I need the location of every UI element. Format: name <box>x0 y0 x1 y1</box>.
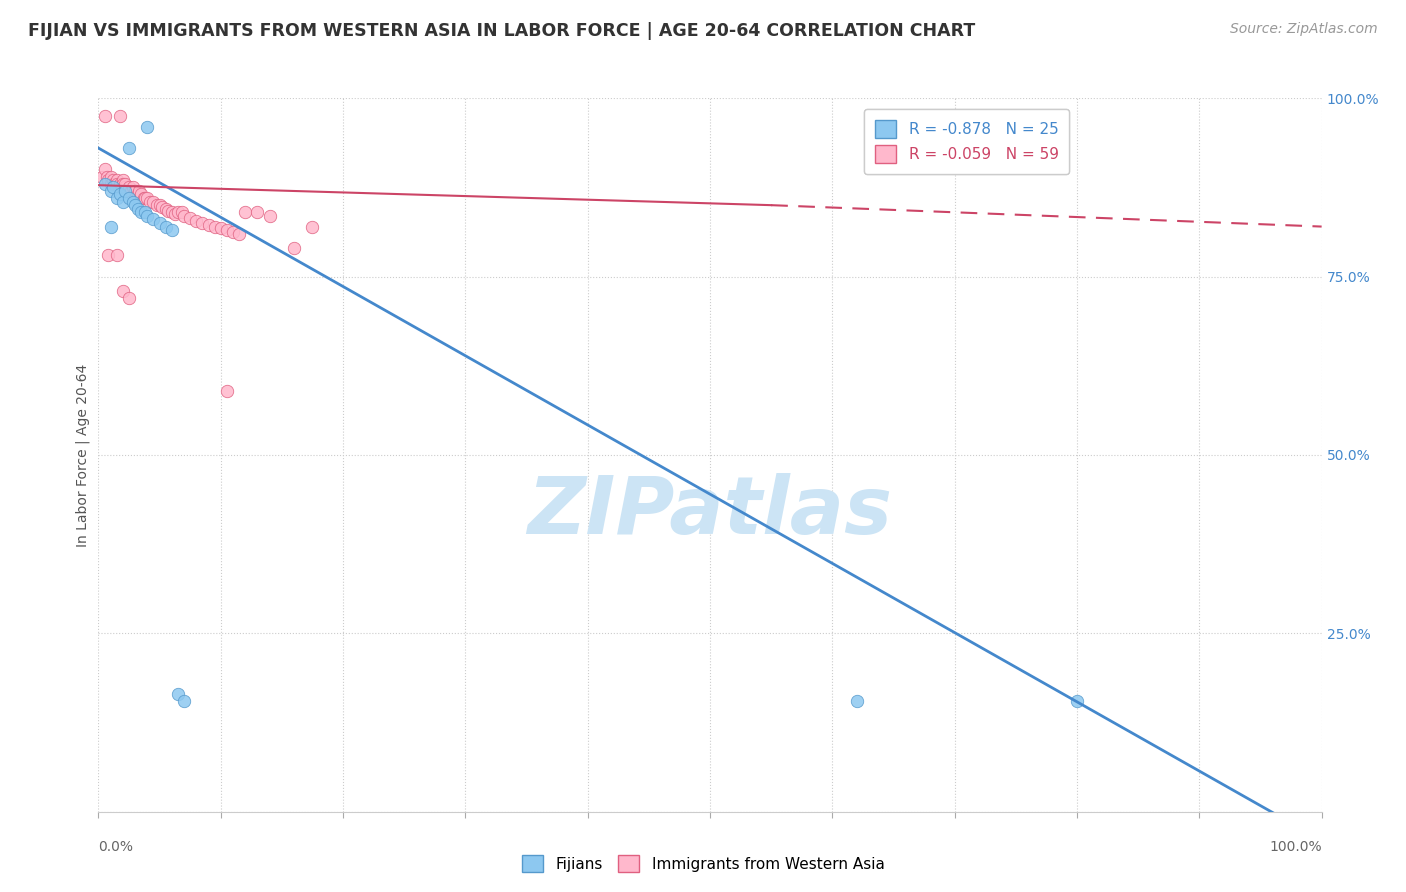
Point <box>101 173 124 187</box>
Point <box>105 248 128 262</box>
Text: ZIPatlas: ZIPatlas <box>527 473 893 551</box>
Legend: Fijians, Immigrants from Western Asia: Fijians, Immigrants from Western Asia <box>515 847 891 880</box>
Point <box>129 187 152 202</box>
Point <box>246 205 269 219</box>
Point <box>165 207 187 221</box>
Point <box>111 284 134 298</box>
Point <box>228 227 250 241</box>
Point <box>108 180 131 194</box>
Point <box>118 180 141 194</box>
Point <box>105 177 128 191</box>
Point <box>124 198 146 212</box>
Point <box>209 221 232 235</box>
Point <box>142 194 165 209</box>
Point <box>173 209 195 223</box>
Point <box>100 177 122 191</box>
Legend: R = -0.878   N = 25, R = -0.059   N = 59: R = -0.878 N = 25, R = -0.059 N = 59 <box>865 110 1070 174</box>
Point <box>93 162 115 177</box>
Point <box>134 191 156 205</box>
Point <box>110 177 132 191</box>
Point <box>191 216 214 230</box>
Point <box>149 216 172 230</box>
Point <box>114 184 136 198</box>
Point <box>157 203 180 218</box>
Point <box>301 219 323 234</box>
Point <box>121 180 143 194</box>
Text: 100.0%: 100.0% <box>1270 840 1322 855</box>
Point <box>114 180 136 194</box>
Point <box>155 219 177 234</box>
Y-axis label: In Labor Force | Age 20-64: In Labor Force | Age 20-64 <box>75 363 90 547</box>
Point <box>111 194 134 209</box>
Point <box>149 198 172 212</box>
Point <box>100 169 122 184</box>
Point <box>197 218 219 232</box>
Point <box>118 141 141 155</box>
Point <box>142 212 165 227</box>
Point <box>139 194 162 209</box>
Point <box>111 177 134 191</box>
Point <box>146 198 169 212</box>
Point <box>111 173 134 187</box>
Point <box>118 191 141 205</box>
Point <box>91 169 114 184</box>
Point <box>127 187 149 202</box>
Point <box>127 202 149 216</box>
Point <box>167 687 190 701</box>
Point <box>120 184 142 198</box>
Point <box>110 109 132 123</box>
Point <box>179 211 201 225</box>
Point <box>186 214 208 228</box>
Point <box>204 219 226 234</box>
Text: 0.0%: 0.0% <box>98 840 134 855</box>
Point <box>150 200 173 214</box>
Point <box>160 223 183 237</box>
Point <box>129 205 152 219</box>
Point <box>233 205 256 219</box>
Text: Source: ZipAtlas.com: Source: ZipAtlas.com <box>1230 22 1378 37</box>
Point <box>1066 694 1088 708</box>
Point <box>103 177 125 191</box>
Point <box>167 205 190 219</box>
Point <box>222 225 245 239</box>
Point <box>93 109 115 123</box>
Point <box>215 223 238 237</box>
Point <box>105 191 128 205</box>
Point <box>132 191 155 205</box>
Point <box>170 205 193 219</box>
Point <box>100 184 122 198</box>
Text: FIJIAN VS IMMIGRANTS FROM WESTERN ASIA IN LABOR FORCE | AGE 20-64 CORRELATION CH: FIJIAN VS IMMIGRANTS FROM WESTERN ASIA I… <box>28 22 976 40</box>
Point <box>283 241 305 255</box>
Point <box>118 291 141 305</box>
Point <box>134 205 156 219</box>
Point <box>97 173 120 187</box>
Point <box>160 205 183 219</box>
Point <box>101 180 124 194</box>
Point <box>259 209 281 223</box>
Point <box>136 209 159 223</box>
Point <box>128 184 150 198</box>
Point <box>155 202 177 216</box>
Point <box>114 177 136 191</box>
Point <box>96 169 118 184</box>
Point <box>93 177 115 191</box>
Point <box>136 120 159 134</box>
Point <box>100 219 122 234</box>
Point <box>121 194 143 209</box>
Point <box>215 384 238 398</box>
Point <box>136 191 159 205</box>
Point <box>110 187 132 202</box>
Point <box>97 248 120 262</box>
Point <box>124 184 146 198</box>
Point <box>845 694 868 708</box>
Point <box>105 173 128 187</box>
Point <box>173 694 195 708</box>
